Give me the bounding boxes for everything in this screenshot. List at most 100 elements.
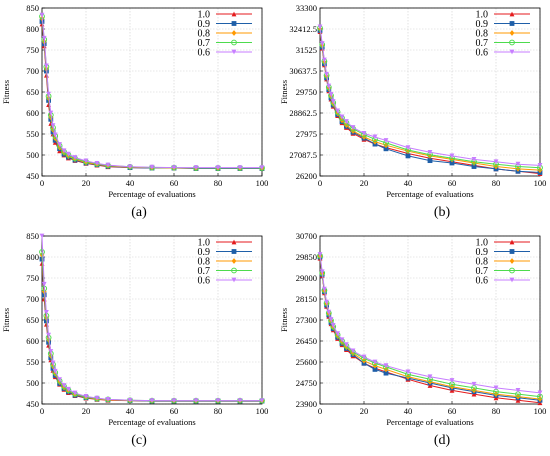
- b-series-3-line: [319, 28, 541, 169]
- b-ytick-label-2: 27975: [296, 129, 317, 139]
- caption-c: (c): [131, 433, 147, 448]
- b-legend-label-4: 0.6: [476, 48, 489, 59]
- d-legend-label-1: 0.9: [476, 247, 489, 258]
- b-ytick-label-5: 30637.5: [289, 66, 317, 76]
- a-series-4-point-17: [193, 165, 199, 170]
- c-series-2-line: [41, 254, 262, 402]
- b-series-2-line: [319, 29, 541, 171]
- d-legend-marker-4: [509, 277, 515, 283]
- d-series-4-point-13: [383, 363, 389, 369]
- d-series-0-point-15: [427, 383, 433, 388]
- b-series-4-point-20: [537, 162, 543, 168]
- b-series-4-line: [319, 26, 541, 166]
- b-ytick-label-7: 32412.5: [289, 24, 317, 34]
- d-series-4-point-17: [471, 381, 477, 387]
- chart-d: 0 20 40 60 80 100 23900 24750 25600 26450 27300 281…: [279, 231, 547, 427]
- c-series-2-point-6: [52, 370, 58, 377]
- a-series-4-point-7: [57, 142, 62, 147]
- caption-a: (a): [131, 205, 147, 220]
- a-xtick-label-0: 0: [40, 178, 44, 188]
- a-legend-label-3: 0.7: [198, 38, 211, 49]
- a-ytick-label-2: 550: [26, 129, 39, 139]
- b-series-4-point-14: [405, 145, 411, 151]
- b-y-axis-label: Fitness: [279, 80, 289, 104]
- a-legend-label-1: 0.9: [198, 19, 211, 30]
- d-series-4-point-15: [427, 374, 433, 380]
- d-ytick-label-5: 28150: [296, 294, 317, 304]
- c-legend-marker-2: [231, 258, 237, 264]
- b-ytick-label-3: 28862.5: [289, 108, 317, 118]
- d-xtick-label-5: 100: [534, 406, 547, 416]
- d-series-0-point-19: [515, 397, 521, 403]
- d-series-4-point-4: [326, 309, 332, 315]
- d-xtick-label-1: 20: [360, 406, 369, 416]
- d-legend-label-4: 0.6: [476, 276, 489, 287]
- c-series-4-point-20: [259, 398, 265, 404]
- c-series-3: [39, 249, 265, 404]
- c-series-4-point-17: [193, 398, 199, 404]
- a-series-4-point-14: [127, 164, 133, 170]
- a-legend-label-4: 0.6: [198, 48, 211, 59]
- a-series-4-point-9: [66, 151, 71, 157]
- a-series-0: [39, 21, 265, 171]
- d-ytick-label-1: 24750: [296, 378, 317, 388]
- c-series-2: [39, 252, 265, 404]
- c-series-1: [39, 256, 265, 404]
- b-legend-marker-2: [509, 30, 515, 36]
- d-series-4-point-16: [449, 378, 455, 383]
- d-series-4-point-11: [361, 354, 367, 360]
- c-series-3-line: [41, 251, 262, 402]
- a-ytick-label-0: 450: [26, 171, 39, 181]
- b-series-1-point-14: [405, 153, 411, 159]
- d-series-0-point-17: [471, 391, 477, 397]
- chart-c: 0 20 40 60 80 100 450 500 550 600 650 700 750 800 850 P…: [1, 231, 268, 427]
- b-legend-marker-3: [509, 39, 515, 46]
- a-xtick-label-3: 60: [170, 178, 179, 188]
- b-legend: 1.00.90.80.70.6: [476, 10, 530, 59]
- a-series-1: [39, 19, 265, 171]
- a-ytick-label-4: 650: [26, 87, 39, 97]
- b-series-1-point-15: [427, 158, 433, 164]
- b-series-4-point-19: [515, 161, 521, 167]
- a-ytick-label-6: 750: [26, 45, 39, 55]
- d-series-4-point-20: [537, 390, 543, 396]
- d-ytick-label-7: 29850: [296, 252, 317, 262]
- c-series-4-point-1: [41, 281, 47, 287]
- c-ytick-label-8: 850: [26, 231, 39, 241]
- a-series-4-point-15: [149, 164, 155, 170]
- b-legend-label-0: 1.0: [476, 10, 489, 21]
- b-xtick-label-5: 100: [534, 178, 547, 188]
- a-ytick-label-3: 600: [26, 108, 39, 118]
- a-legend-label-0: 1.0: [198, 10, 211, 21]
- c-ytick-label-5: 700: [26, 294, 39, 304]
- b-series-4-point-5: [328, 91, 334, 97]
- b-series-4-point-7: [335, 108, 340, 114]
- b-series-1-point-16: [449, 160, 455, 166]
- a-legend-marker-0: [231, 11, 237, 17]
- d-series-0-point-18: [493, 395, 499, 401]
- b-series-4-point-3: [324, 71, 329, 77]
- a-ytick-label-7: 800: [26, 24, 39, 34]
- b-xtick-label-0: 0: [318, 178, 322, 188]
- a-series-4-point-1: [41, 35, 47, 41]
- b-series-4-point-16: [449, 153, 455, 159]
- c-ytick-label-1: 500: [26, 378, 39, 388]
- d-series-1-point-12: [372, 367, 378, 372]
- d-series-0-point-20: [537, 400, 543, 406]
- c-xtick-label-2: 40: [126, 406, 135, 416]
- a-ytick-label-8: 850: [26, 3, 39, 13]
- b-series-3: [317, 25, 543, 171]
- chart-a: 0 20 40 60 80 100 450 500 550 600 650 700 750 800 850 P…: [1, 3, 268, 199]
- b-series-4-point-10: [350, 125, 356, 130]
- caption-d: (d): [433, 433, 451, 448]
- b-series-4-point-18: [493, 159, 499, 165]
- b-series-4-point-0: [317, 24, 323, 30]
- b-series-4-point-8: [339, 114, 345, 120]
- b-ytick-label-1: 27087.5: [289, 150, 317, 160]
- a-legend-marker-3: [231, 39, 237, 46]
- c-legend-label-2: 0.8: [198, 257, 211, 268]
- b-ytick-label-4: 29750: [296, 87, 317, 97]
- d-xtick-label-0: 0: [318, 406, 322, 416]
- a-series-4: [39, 12, 265, 170]
